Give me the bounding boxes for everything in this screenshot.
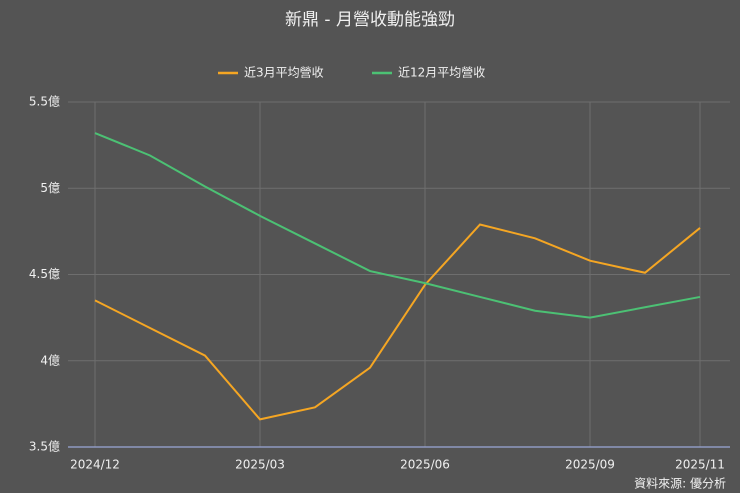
y-tick-label: 4億 <box>40 353 60 367</box>
x-tick-label: 2025/11 <box>675 458 725 472</box>
y-tick-label: 3.5億 <box>29 440 60 454</box>
x-tick-label: 2024/12 <box>70 458 120 472</box>
series-line <box>94 132 701 319</box>
series-line <box>94 223 701 421</box>
y-tick-label: 4.5億 <box>29 267 60 281</box>
legend-label: 近12月平均營收 <box>398 66 485 80</box>
x-tick-label: 2025/06 <box>400 458 450 472</box>
legend-label: 近3月平均營收 <box>244 66 324 80</box>
x-tick-label: 2025/03 <box>235 458 285 472</box>
source-note: 資料來源: 優分析 <box>634 477 726 491</box>
y-tick-label: 5億 <box>40 181 60 195</box>
x-tick-label: 2025/09 <box>565 458 615 472</box>
chart-title: 新鼎 - 月營收動能強勁 <box>285 10 455 30</box>
y-tick-label: 5.5億 <box>29 95 60 109</box>
